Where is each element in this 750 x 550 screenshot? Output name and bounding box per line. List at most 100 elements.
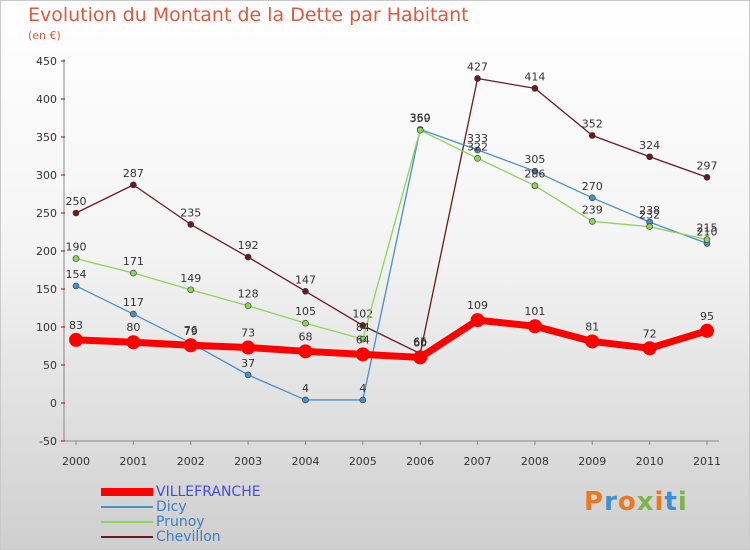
series-line-villefranche — [72, 316, 711, 361]
legend-label-villefranche: VILLEFRANCHE — [156, 484, 261, 500]
data-label-dicy: 360 — [410, 111, 431, 124]
data-point-prunoy — [416, 126, 424, 134]
y-tick-label: 300 — [36, 169, 57, 182]
data-label-prunoy: 190 — [66, 241, 87, 254]
data-label-villefranche: 60 — [413, 336, 427, 349]
logo-letter: o — [617, 487, 637, 517]
data-label-prunoy: 105 — [295, 305, 316, 318]
x-tick-label: 2006 — [406, 455, 434, 468]
x-tick-label: 2008 — [521, 455, 549, 468]
data-label-villefranche: 73 — [241, 327, 255, 340]
data-label-dicy: 37 — [241, 357, 255, 370]
data-label-dicy: 79 — [184, 325, 198, 338]
data-label-chevillon: 297 — [697, 159, 718, 172]
legend-item-villefranche: VILLEFRANCHE — [101, 484, 351, 500]
data-point-dicy — [588, 194, 596, 202]
legend-item-chevillon: Chevillon — [101, 529, 351, 545]
y-tick-label: 200 — [36, 245, 57, 258]
data-label-prunoy: 286 — [524, 168, 545, 181]
data-label-villefranche: 64 — [356, 333, 370, 346]
data-label-villefranche: 81 — [585, 320, 599, 333]
logo-letter: x — [636, 487, 655, 517]
data-point-chevillon — [646, 153, 653, 161]
data-point-villefranche — [642, 341, 657, 356]
data-label-prunoy: 171 — [123, 255, 144, 268]
data-point-prunoy — [72, 255, 80, 262]
data-label-prunoy: 149 — [180, 272, 201, 285]
data-label-villefranche: 101 — [524, 305, 545, 318]
data-point-prunoy — [302, 319, 309, 327]
data-label-prunoy: 359 — [410, 112, 431, 125]
data-label-villefranche: 68 — [298, 330, 312, 343]
data-point-dicy — [130, 310, 137, 318]
series-line-dicy — [75, 128, 708, 401]
data-point-dicy — [531, 167, 539, 175]
series-line-prunoy — [75, 129, 708, 340]
data-point-chevillon — [359, 322, 367, 329]
logo-letter: r — [604, 487, 618, 517]
y-tick-label: 50 — [43, 359, 57, 372]
data-label-villefranche: 76 — [184, 324, 198, 337]
legend-swatch-prunoy — [101, 521, 153, 523]
legend-swatch-villefranche — [101, 488, 153, 496]
legend-item-prunoy: Prunoy — [101, 514, 351, 530]
data-label-dicy: 154 — [66, 268, 87, 281]
data-label-dicy: 305 — [524, 153, 545, 166]
y-tick-label: 250 — [36, 207, 57, 220]
data-label-prunoy: 215 — [697, 222, 718, 235]
data-label-chevillon: 427 — [467, 60, 488, 73]
data-label-chevillon: 287 — [123, 167, 144, 180]
data-label-chevillon: 250 — [66, 195, 87, 208]
logo-letter: P — [584, 487, 605, 517]
data-point-villefranche — [355, 347, 370, 362]
x-tick-label: 2005 — [349, 455, 377, 468]
data-label-prunoy: 239 — [582, 203, 603, 216]
data-point-prunoy — [359, 335, 367, 343]
legend-item-dicy: Dicy — [101, 499, 351, 515]
data-label-dicy: 210 — [697, 225, 718, 238]
data-label-villefranche: 95 — [700, 310, 714, 323]
data-point-prunoy — [474, 154, 481, 162]
data-point-villefranche — [183, 338, 198, 353]
series-line-chevillon — [75, 77, 708, 355]
x-tick-label: 2003 — [234, 455, 262, 468]
data-point-prunoy — [187, 286, 195, 294]
data-point-chevillon — [187, 221, 195, 228]
data-point-prunoy — [588, 218, 596, 225]
data-label-villefranche: 80 — [126, 321, 140, 334]
legend-label-dicy: Dicy — [156, 499, 187, 515]
data-point-dicy — [474, 146, 481, 154]
data-point-villefranche — [585, 334, 600, 349]
logo-letter: i — [677, 487, 688, 517]
data-label-chevillon: 324 — [639, 139, 660, 152]
logo-letter: i — [654, 487, 665, 517]
y-tick-label: 150 — [36, 283, 57, 296]
data-label-chevillon: 102 — [352, 307, 373, 320]
data-point-villefranche — [527, 319, 542, 334]
data-label-chevillon: 192 — [238, 239, 259, 252]
data-point-chevillon — [474, 75, 481, 82]
data-point-chevillon — [302, 287, 309, 295]
data-point-prunoy — [244, 302, 252, 310]
y-tick-label: 400 — [36, 93, 57, 106]
data-point-villefranche — [413, 350, 428, 365]
data-label-prunoy: 232 — [639, 209, 660, 222]
y-tick-label: -50 — [39, 435, 57, 448]
data-label-villefranche: 109 — [467, 299, 488, 312]
data-label-chevillon: 414 — [524, 70, 545, 83]
data-point-dicy — [72, 282, 80, 290]
data-point-villefranche — [700, 323, 714, 338]
y-tick-label: 450 — [36, 55, 57, 68]
data-label-prunoy: 322 — [467, 140, 488, 153]
data-point-chevillon — [703, 173, 711, 181]
data-point-villefranche — [69, 332, 83, 347]
x-tick-label: 2000 — [62, 455, 90, 468]
legend-swatch-dicy — [101, 506, 153, 508]
y-tick-label: 0 — [50, 397, 57, 410]
legend-swatch-chevillon — [101, 536, 153, 538]
legend: VILLEFRANCHE Dicy Prunoy Chevillon — [101, 484, 351, 545]
x-tick-label: 2010 — [636, 455, 664, 468]
data-point-villefranche — [241, 340, 256, 355]
